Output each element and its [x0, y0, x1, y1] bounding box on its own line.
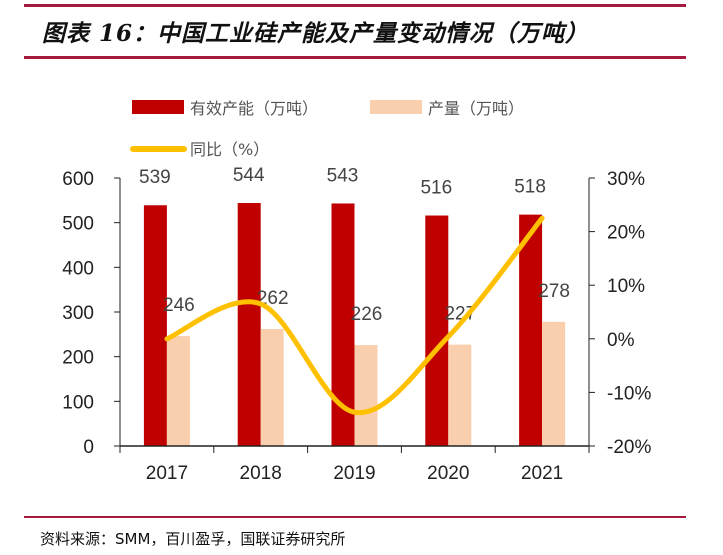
legend-label-capacity: 有效产能（万吨）	[190, 99, 318, 118]
data-label-production-2020: 227	[444, 304, 476, 325]
data-label-capacity-2018: 544	[233, 165, 265, 186]
left-tick-label: 600	[62, 169, 94, 190]
x-tick-label: 2017	[146, 463, 188, 484]
top-rule	[24, 4, 686, 7]
left-tick-label: 200	[62, 348, 94, 369]
data-label-capacity-2017: 539	[139, 167, 171, 188]
x-tick-label: 2021	[521, 463, 563, 484]
left-tick-label: 100	[62, 392, 94, 413]
right-tick-label: -20%	[607, 437, 651, 458]
data-label-production-2019: 226	[351, 304, 383, 325]
bar-production-2018	[260, 328, 284, 446]
legend-label-production: 产量（万吨）	[428, 99, 524, 118]
legend-swatch-capacity	[132, 100, 184, 114]
bar-production-2020	[448, 344, 472, 446]
bar-production-2021	[542, 321, 566, 446]
left-tick-label: 300	[62, 303, 94, 324]
legend-label-yoy: 同比（%）	[190, 140, 269, 159]
right-tick-label: 0%	[607, 330, 635, 351]
bar-capacity-2017	[143, 205, 167, 446]
legend-swatch-production	[370, 100, 422, 114]
right-tick-label: -10%	[607, 383, 651, 404]
x-tick-label: 2019	[333, 463, 375, 484]
right-tick-label: 10%	[607, 276, 645, 297]
title-rule	[24, 56, 686, 59]
bar-capacity-2021	[519, 214, 543, 446]
data-label-production-2021: 278	[538, 281, 570, 302]
bar-capacity-2018	[237, 203, 261, 446]
left-tick-label: 0	[83, 437, 94, 458]
data-label-capacity-2020: 516	[420, 178, 452, 199]
data-label-capacity-2021: 518	[514, 177, 546, 198]
right-tick-label: 30%	[607, 169, 645, 190]
bar-capacity-2020	[425, 215, 449, 446]
right-tick-label: 20%	[607, 223, 645, 244]
bar-production-2019	[354, 345, 378, 446]
data-label-capacity-2019: 543	[327, 165, 359, 186]
left-tick-label: 500	[62, 214, 94, 235]
x-tick-label: 2018	[240, 463, 282, 484]
source-note: 资料来源：SMM，百川盈孚，国联证券研究所	[40, 530, 346, 548]
bottom-rule	[24, 516, 686, 518]
x-tick-label: 2020	[427, 463, 469, 484]
left-tick-label: 400	[62, 258, 94, 279]
data-label-production-2017: 246	[163, 295, 195, 316]
chart-title: 图表 16：中国工业硅产能及产量变动情况（万吨）	[42, 20, 590, 47]
bar-production-2017	[166, 336, 190, 446]
bar-capacity-2019	[331, 203, 355, 446]
